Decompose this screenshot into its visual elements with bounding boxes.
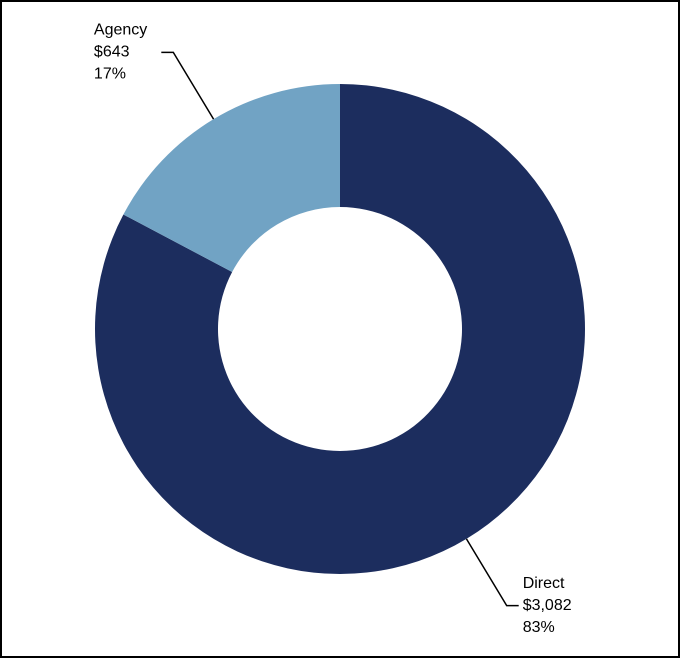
donut-slice <box>123 84 340 272</box>
slice-label: $643 <box>94 44 130 61</box>
leader-line <box>465 538 519 607</box>
donut-slice <box>94 84 585 574</box>
slice-label: 83% <box>523 619 555 636</box>
slice-label: 17% <box>94 66 126 83</box>
slice-label: $3,082 <box>523 597 572 614</box>
leader-line <box>161 51 215 120</box>
slice-label: Direct <box>523 575 565 592</box>
slice-label: Agency <box>94 22 147 39</box>
